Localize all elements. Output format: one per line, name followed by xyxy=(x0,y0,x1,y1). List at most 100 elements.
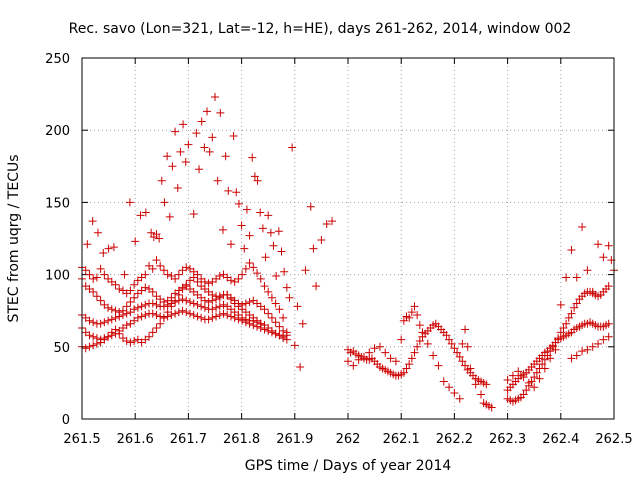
x-tick-label: 262.3 xyxy=(489,432,526,447)
data-point xyxy=(171,296,180,305)
data-point xyxy=(215,302,224,311)
data-point xyxy=(85,331,94,340)
data-point xyxy=(253,269,262,278)
data-point xyxy=(415,337,424,346)
data-point xyxy=(174,308,183,317)
data-point xyxy=(204,298,213,307)
data-point xyxy=(317,235,326,244)
data-point xyxy=(532,368,541,377)
data-point xyxy=(604,282,613,291)
y-tick-label: 150 xyxy=(45,196,70,211)
data-point xyxy=(200,143,209,152)
data-point xyxy=(274,227,283,236)
data-point xyxy=(182,280,191,289)
data-point xyxy=(152,324,161,333)
data-point xyxy=(85,270,94,279)
data-point xyxy=(234,315,243,324)
data-point xyxy=(152,256,161,265)
data-point xyxy=(130,305,139,314)
data-point xyxy=(562,273,571,282)
data-point xyxy=(193,277,202,286)
data-point xyxy=(130,293,139,302)
data-point xyxy=(89,287,98,296)
data-point xyxy=(208,305,217,314)
data-point xyxy=(405,360,414,369)
data-point xyxy=(564,313,573,322)
data-point xyxy=(115,285,124,294)
data-point xyxy=(130,280,139,289)
data-point xyxy=(245,298,254,307)
data-point xyxy=(399,316,408,325)
data-point xyxy=(599,335,608,344)
data-point xyxy=(185,298,194,307)
data-point xyxy=(455,394,464,403)
data-point xyxy=(208,290,217,299)
data-point xyxy=(322,220,331,229)
data-point xyxy=(463,342,472,351)
data-point xyxy=(514,367,523,376)
data-point xyxy=(588,287,597,296)
data-point xyxy=(171,274,180,283)
data-point xyxy=(477,390,485,399)
data-point xyxy=(241,318,250,327)
data-point xyxy=(118,311,127,320)
data-point xyxy=(204,279,213,288)
data-point xyxy=(189,299,198,308)
data-point xyxy=(386,354,395,363)
data-point xyxy=(572,351,581,360)
data-point xyxy=(258,224,267,233)
data-point xyxy=(141,208,150,217)
data-point xyxy=(267,328,276,337)
data-point xyxy=(167,302,176,311)
data-point xyxy=(370,344,379,353)
data-point xyxy=(599,253,608,262)
data-point xyxy=(241,264,250,273)
data-point xyxy=(215,272,224,281)
data-point xyxy=(250,172,259,181)
data-point xyxy=(277,247,286,256)
data-point xyxy=(415,321,424,330)
data-point xyxy=(155,234,164,243)
data-point xyxy=(148,287,157,296)
data-point xyxy=(271,318,280,327)
data-point xyxy=(466,364,475,373)
data-point xyxy=(453,348,462,357)
data-point xyxy=(148,328,157,337)
data-point xyxy=(272,272,281,281)
data-point xyxy=(174,270,183,279)
data-point xyxy=(245,259,254,268)
data-point xyxy=(508,371,517,380)
data-point xyxy=(83,240,92,249)
data-point xyxy=(107,315,116,324)
data-point xyxy=(147,228,156,237)
data-point xyxy=(184,140,193,149)
data-point xyxy=(182,263,191,272)
data-point xyxy=(407,354,416,363)
data-point xyxy=(535,374,544,383)
data-point xyxy=(185,309,194,318)
data-point xyxy=(458,339,467,348)
data-point xyxy=(200,277,209,286)
data-point xyxy=(312,282,321,291)
data-point xyxy=(238,270,247,279)
data-point xyxy=(226,240,235,249)
data-point xyxy=(219,309,228,318)
data-point xyxy=(567,354,576,363)
data-point xyxy=(168,162,177,171)
data-point xyxy=(240,244,249,253)
data-point xyxy=(530,373,539,382)
data-point xyxy=(391,357,400,366)
x-tick-label: 261.6 xyxy=(117,432,154,447)
data-point xyxy=(99,248,108,257)
data-point xyxy=(197,302,206,311)
data-point xyxy=(230,313,239,322)
data-point xyxy=(445,383,454,392)
data-point xyxy=(248,153,257,162)
data-point xyxy=(100,270,109,279)
data-point xyxy=(219,300,228,309)
data-point xyxy=(156,319,165,328)
data-point xyxy=(96,296,105,305)
data-point xyxy=(211,92,219,101)
data-point xyxy=(145,332,154,341)
data-point xyxy=(381,348,390,357)
